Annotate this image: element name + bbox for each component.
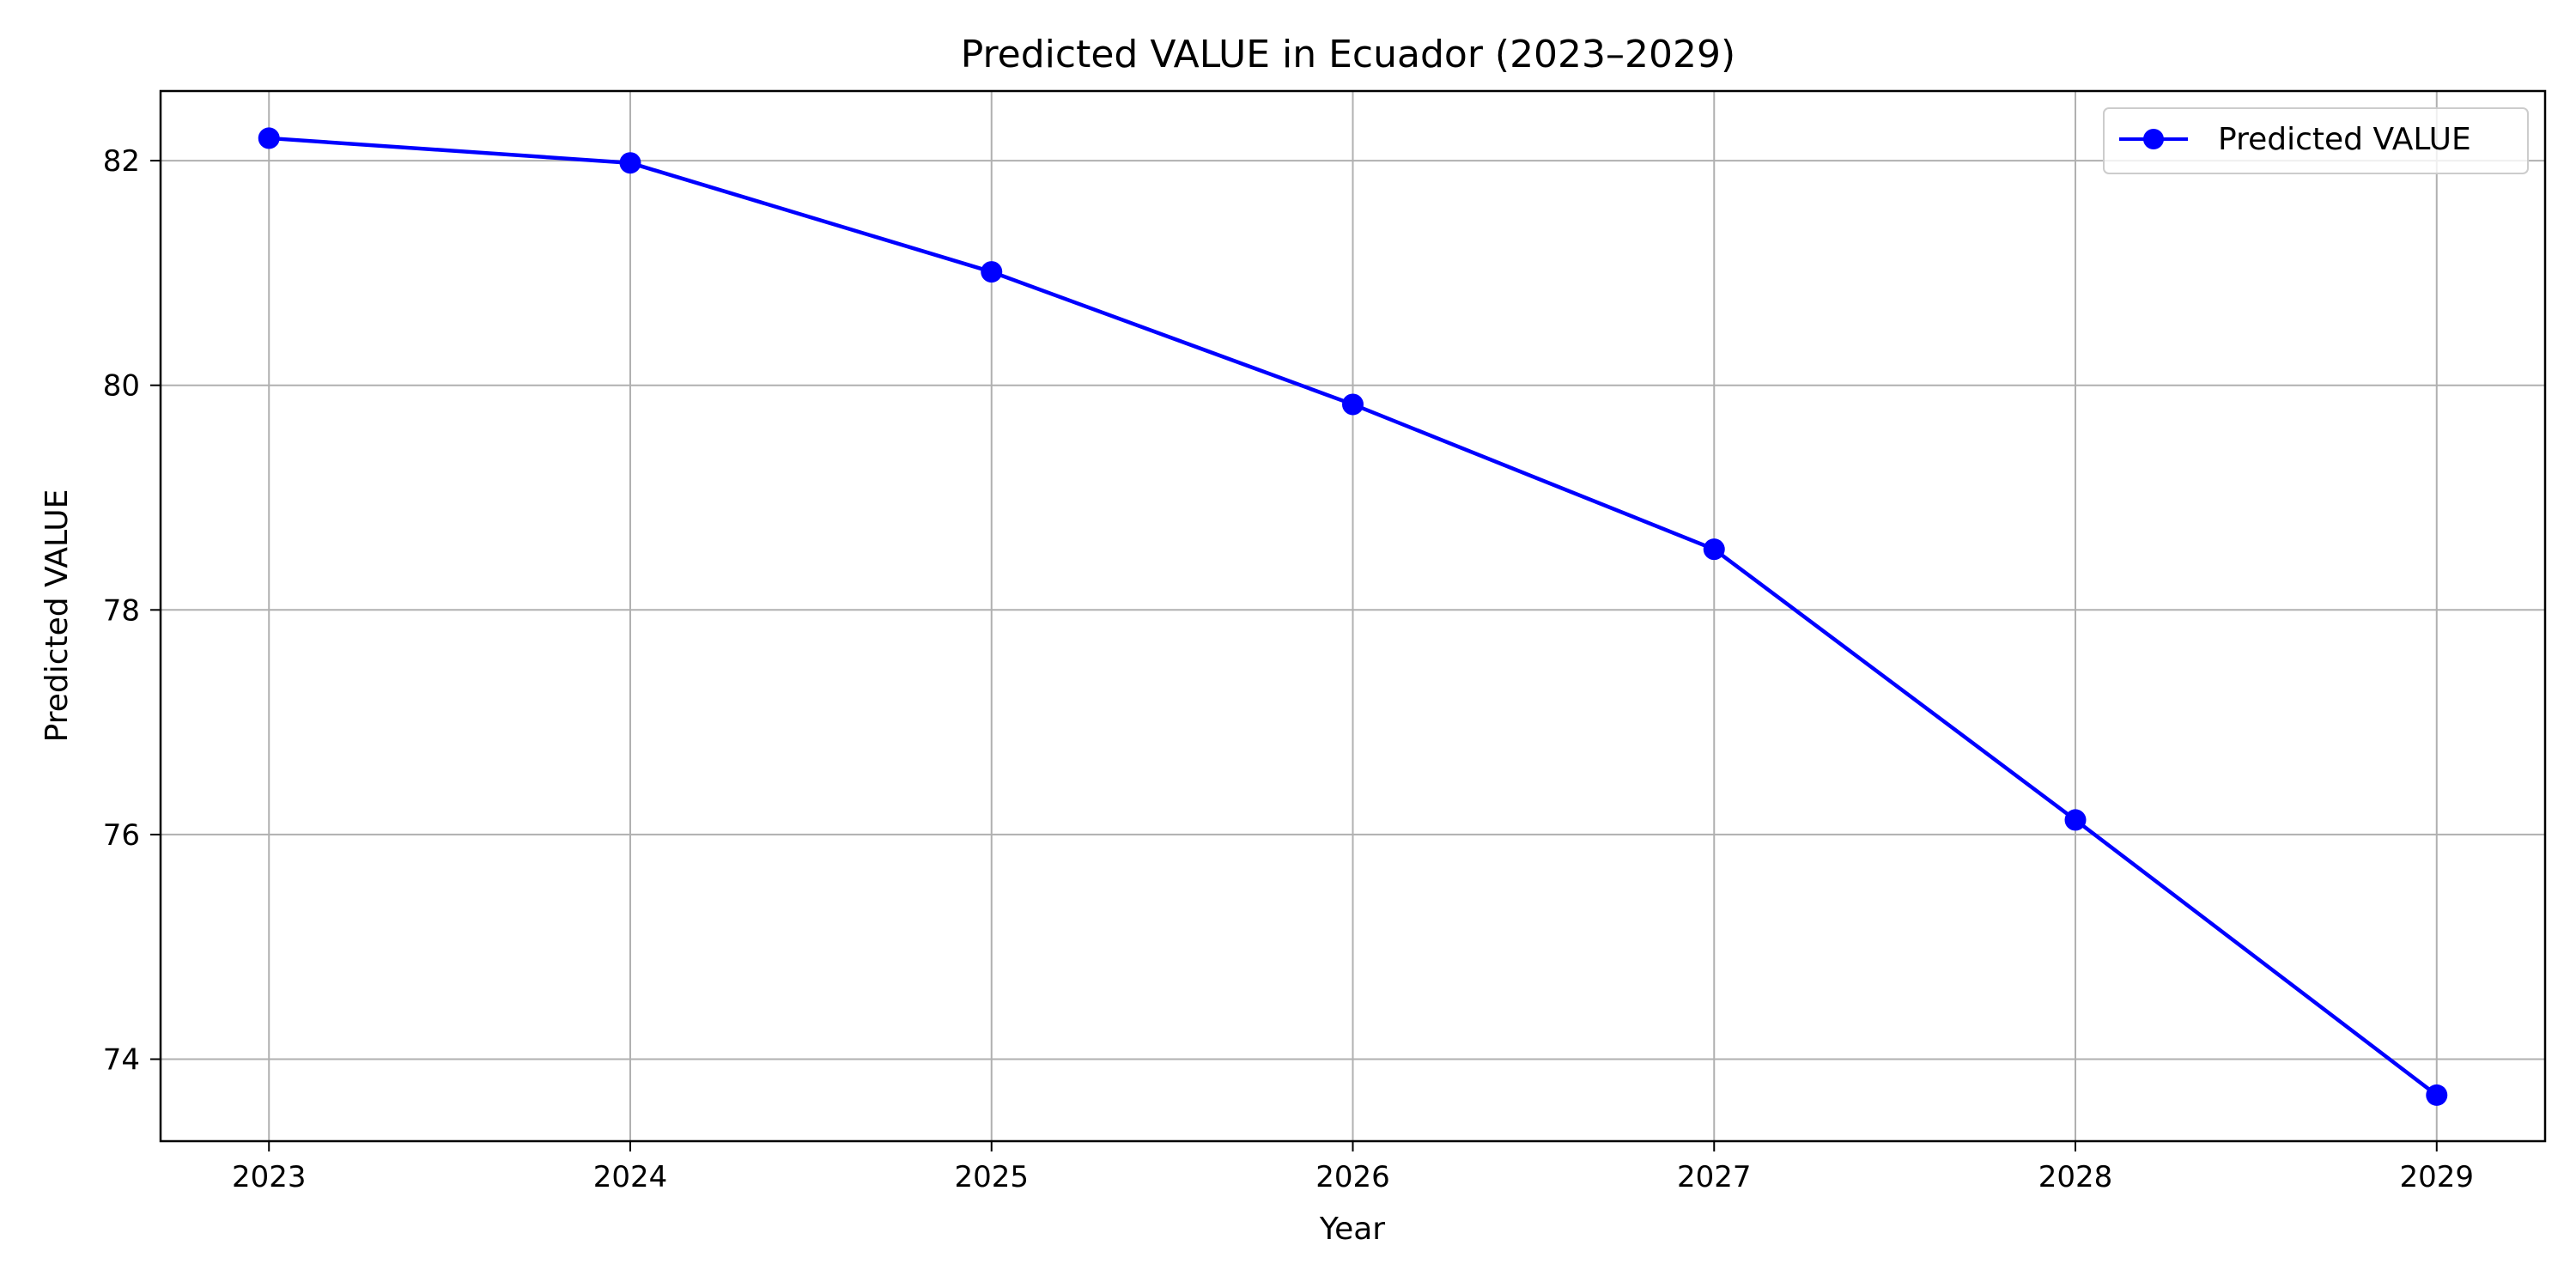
x-tick-label: 2028	[2038, 1160, 2113, 1194]
data-point	[981, 261, 1003, 283]
y-tick-label: 78	[103, 593, 140, 628]
y-tick-label: 76	[103, 818, 140, 853]
data-point	[619, 152, 641, 174]
data-point	[1703, 538, 1725, 561]
grid-lines	[161, 91, 2545, 1141]
legend-label: Predicted VALUE	[2218, 122, 2471, 157]
x-tick-label: 2024	[593, 1160, 668, 1194]
x-tick-label: 2029	[2400, 1160, 2475, 1194]
data-point	[1342, 393, 1364, 416]
x-axis-label: Year	[1319, 1212, 1385, 1247]
legend-box	[2103, 107, 2529, 174]
legend-marker-sample	[2143, 129, 2164, 149]
chart-title: Predicted VALUE in Ecuador (2023–2029)	[961, 33, 1735, 76]
x-tick-label: 2025	[954, 1160, 1029, 1194]
y-tick-label: 74	[103, 1043, 140, 1078]
y-tick-label: 80	[103, 369, 140, 404]
y-axis-label: Predicted VALUE	[39, 489, 75, 743]
axis-ticks: 2023 2024 2025 2026 2027 2028 2029 74 76 78 80 82	[103, 144, 2474, 1194]
data-point	[258, 127, 280, 149]
legend: Predicted VALUE	[2103, 107, 2529, 174]
data-point	[2064, 809, 2087, 831]
x-tick-label: 2023	[232, 1160, 307, 1194]
data-point	[2426, 1084, 2448, 1106]
data-series	[258, 127, 2448, 1106]
x-tick-label: 2027	[1677, 1160, 1752, 1194]
x-tick-label: 2026	[1315, 1160, 1390, 1194]
y-tick-label: 82	[103, 144, 140, 179]
